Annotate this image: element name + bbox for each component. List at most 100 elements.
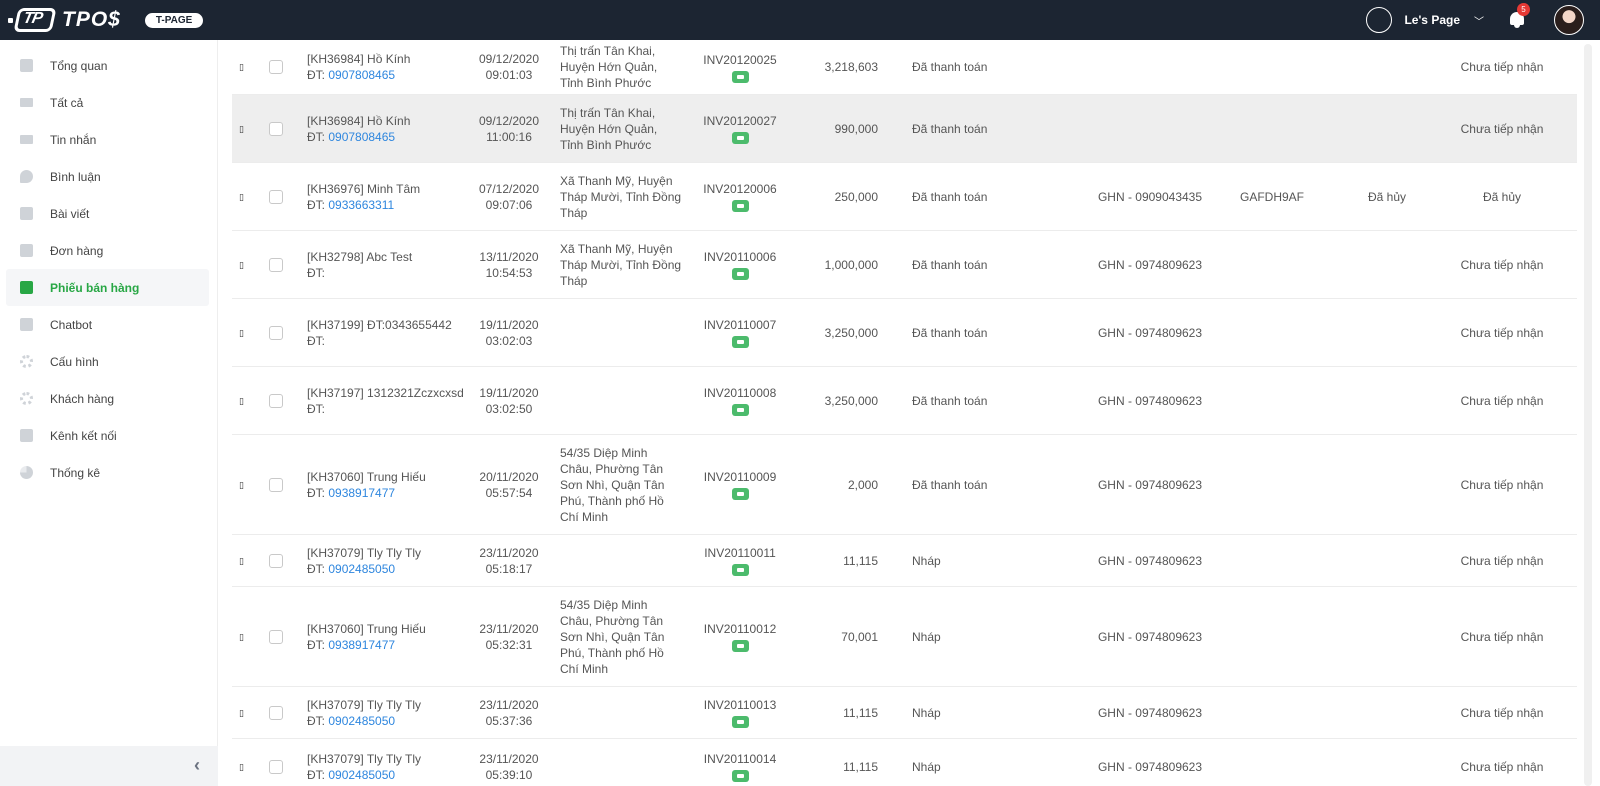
user-avatar[interactable] [1554, 5, 1584, 35]
expand-icon[interactable]: ▯ [239, 191, 244, 202]
invoice-number[interactable]: INV20110012 [703, 622, 777, 636]
message-tag-icon[interactable] [731, 200, 749, 212]
scrollbar[interactable] [1578, 40, 1600, 786]
phone-link[interactable]: 0902485050 [328, 561, 396, 576]
invoice-number[interactable]: INV20110006 [703, 250, 777, 264]
message-tag-icon[interactable] [731, 336, 749, 348]
amount-cell: 11,115 [843, 553, 878, 568]
expand-icon[interactable]: ▯ [239, 123, 244, 134]
row-checkbox[interactable] [269, 257, 283, 272]
phone-link[interactable]: 0938917477 [328, 485, 396, 500]
table-row[interactable]: ▯ [KH37079] Tly Tly Tly ĐT: 0902485050 23… [232, 739, 1577, 786]
message-tag-icon[interactable] [731, 268, 749, 280]
logo[interactable]: TP TPO$ [8, 5, 121, 35]
sidebar-item-3[interactable]: Bình luận [6, 158, 209, 195]
table-row[interactable]: ▯ [KH37060] Trung Hiếu ĐT: 0938917477 23/… [232, 587, 1577, 687]
tracking-code: GAFDH9AF [1239, 189, 1304, 204]
row-checkbox[interactable] [269, 629, 283, 644]
row-checkbox[interactable] [269, 189, 283, 204]
row-checkbox[interactable] [269, 705, 283, 720]
message-tag-icon[interactable] [731, 70, 749, 83]
invoice-number[interactable]: INV20110009 [703, 470, 777, 484]
message-tag-icon[interactable] [731, 716, 749, 728]
sidebar-item-2[interactable]: Tin nhắn [6, 121, 209, 158]
sidebar-item-9[interactable]: Khách hàng [6, 380, 209, 417]
chevron-down-icon[interactable]: ﹀ [1474, 16, 1484, 28]
invoice-number[interactable]: INV20110011 [704, 546, 776, 560]
message-tag-icon[interactable] [731, 132, 749, 144]
expand-icon[interactable]: ▯ [239, 761, 244, 772]
page-avatar[interactable] [1366, 7, 1393, 33]
bell-icon[interactable]: 5 [1506, 3, 1530, 31]
invoice-number[interactable]: INV20120025 [703, 52, 777, 67]
scrollbar-thumb[interactable] [1584, 44, 1592, 786]
order-date: 09/12/2020 [478, 113, 540, 128]
facebook-icon [20, 429, 33, 442]
row-checkbox[interactable] [269, 121, 283, 136]
phone-link[interactable]: 0902485050 [328, 713, 396, 728]
invoice-number[interactable]: INV20110008 [703, 386, 777, 400]
table-row[interactable]: ▯ [KH37060] Trung Hiếu ĐT: 0938917477 20/… [232, 435, 1577, 535]
phone-link[interactable]: 0938917477 [328, 637, 396, 652]
table-row[interactable]: ▯ [KH36976] Minh Tâm ĐT: 0933663311 07/12… [232, 163, 1577, 231]
table-row[interactable]: ▯ [KH36984] Hồ Kính ĐT: 0907808465 09/12/… [232, 95, 1577, 163]
page-name[interactable]: Le's Page [1404, 13, 1460, 27]
invoice-cell: INV20110006 [700, 231, 780, 298]
row-checkbox[interactable] [269, 553, 283, 568]
expand-icon[interactable]: ▯ [239, 327, 244, 338]
message-tag-icon[interactable] [731, 770, 749, 782]
address-cell: 54/35 Diệp Minh Châu, Phường Tân Sơn Nhì… [560, 445, 665, 524]
amount-cell: 2,000 [847, 477, 878, 492]
sidebar-item-7[interactable]: Chatbot [6, 306, 209, 343]
phone-link[interactable]: 0907808465 [328, 129, 396, 144]
invoice-number[interactable]: INV20110007 [703, 318, 777, 332]
expand-icon[interactable]: ▯ [239, 259, 244, 270]
customer-cell: [KH37060] Trung Hiếu ĐT: 0938917477 [307, 587, 467, 686]
sidebar-item-6[interactable]: Phiếu bán hàng [6, 269, 209, 306]
message-tag-icon[interactable] [731, 640, 749, 652]
row-checkbox[interactable] [269, 325, 283, 340]
invoice-number[interactable]: INV20120006 [703, 182, 777, 196]
date-cell: 20/11/2020 05:57:54 [454, 435, 564, 534]
phone-link[interactable]: 0902485050 [328, 767, 396, 782]
expand-icon[interactable]: ▯ [239, 555, 244, 566]
table-row[interactable]: ▯ [KH37197] 1312321Zczxcxsd ĐT: 19/11/202… [232, 367, 1577, 435]
sidebar-item-10[interactable]: Kênh kết nối [6, 417, 209, 454]
row-checkbox[interactable] [269, 60, 283, 74]
row-checkbox[interactable] [269, 477, 283, 492]
sidebar-item-4[interactable]: Bài viết [6, 195, 209, 232]
invoice-number[interactable]: INV20120027 [703, 114, 777, 128]
order-time: 05:37:36 [485, 713, 533, 728]
sidebar-collapse-button[interactable]: ‹ [0, 746, 218, 786]
product-badge[interactable]: T-PAGE [144, 12, 204, 28]
message-tag-icon[interactable] [731, 488, 749, 500]
phone-label: ĐT: [307, 401, 325, 416]
sidebar-item-11[interactable]: Thống kê [6, 454, 209, 491]
sidebar-item-5[interactable]: Đơn hàng [6, 232, 209, 269]
sidebar-item-1[interactable]: Tất cả [6, 84, 209, 121]
phone-link[interactable]: 0907808465 [328, 68, 396, 82]
invoice-number[interactable]: INV20110014 [703, 752, 777, 766]
sidebar-item-8[interactable]: Cấu hình [6, 343, 209, 380]
expand-icon[interactable]: ▯ [239, 62, 244, 72]
phone-link[interactable]: 0933663311 [328, 197, 395, 212]
row-checkbox[interactable] [269, 393, 283, 408]
invoice-number[interactable]: INV20110013 [703, 698, 777, 712]
expand-icon[interactable]: ▯ [239, 707, 244, 718]
message-tag-icon[interactable] [731, 404, 749, 416]
date-cell: 07/12/2020 09:07:06 [454, 163, 564, 230]
sidebar-item-0[interactable]: Tổng quan [6, 47, 209, 84]
sidebar-item-label: Tin nhắn [50, 132, 97, 147]
shipping-partner: GHN - 0974809623 [1097, 393, 1203, 408]
row-checkbox[interactable] [269, 759, 283, 774]
expand-icon[interactable]: ▯ [239, 631, 244, 642]
message-tag-icon[interactable] [731, 564, 749, 576]
table-row[interactable]: ▯ [KH37079] Tly Tly Tly ĐT: 0902485050 23… [232, 535, 1577, 587]
expand-icon[interactable]: ▯ [239, 395, 244, 406]
tracking-code [1212, 40, 1332, 94]
table-row[interactable]: ▯ [KH37079] Tly Tly Tly ĐT: 0902485050 23… [232, 687, 1577, 739]
table-row[interactable]: ▯ [KH36984] Hồ Kính ĐT: 0907808465 09/12/… [232, 40, 1577, 95]
expand-icon[interactable]: ▯ [239, 479, 244, 490]
table-row[interactable]: ▯ [KH32798] Abc Test ĐT: 13/11/2020 10:54:… [232, 231, 1577, 299]
table-row[interactable]: ▯ [KH37199] ĐT:0343655442 ĐT: 19/11/2020 0… [232, 299, 1577, 367]
